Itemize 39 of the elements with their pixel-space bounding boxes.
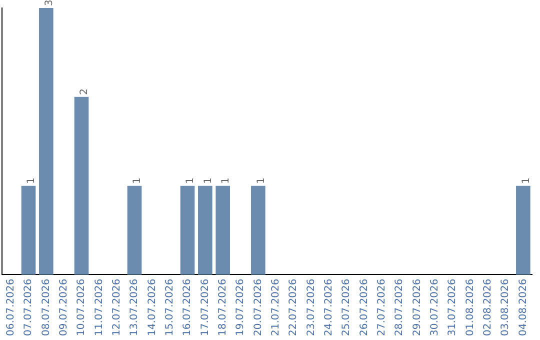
data-label: 2 bbox=[79, 88, 90, 95]
x-tick-label: 03.08.2026 bbox=[500, 278, 512, 336]
x-tick-label: 18.07.2026 bbox=[217, 278, 228, 336]
x-tick-label: 10.07.2026 bbox=[76, 278, 88, 336]
x-tick-label: 25.07.2026 bbox=[341, 278, 352, 336]
x-tick-label: 02.08.2026 bbox=[482, 278, 494, 336]
x-tick-label: 20.07.2026 bbox=[252, 278, 264, 336]
x-tick-label: 04.08.2026 bbox=[518, 278, 529, 336]
x-tick-label: 07.07.2026 bbox=[23, 278, 34, 336]
data-label: 1 bbox=[26, 177, 38, 184]
x-tick-label: 06.07.2026 bbox=[5, 278, 16, 336]
x-tick-label: 30.07.2026 bbox=[429, 278, 440, 336]
x-tick-label: 08.07.2026 bbox=[40, 278, 52, 336]
data-label: 3 bbox=[44, 0, 55, 6]
data-label: 1 bbox=[256, 177, 267, 184]
x-tick-label: 19.07.2026 bbox=[235, 278, 246, 336]
x-tick-label: 14.07.2026 bbox=[146, 278, 158, 336]
x-tick-label: 16.07.2026 bbox=[182, 278, 194, 336]
data-label: 1 bbox=[132, 177, 144, 184]
x-tick-label: 09.07.2026 bbox=[58, 278, 70, 336]
x-tick-label: 17.07.2026 bbox=[200, 278, 211, 336]
x-tick-label: 29.07.2026 bbox=[412, 278, 423, 336]
x-tick-label: 11.07.2026 bbox=[94, 278, 105, 336]
x-tick-label: 31.07.2026 bbox=[447, 278, 458, 336]
x-tick-label: 21.07.2026 bbox=[270, 278, 282, 336]
x-tick-label: 28.07.2026 bbox=[394, 278, 406, 336]
x-tick-label: 13.07.2026 bbox=[129, 278, 140, 336]
x-tick-label: 26.07.2026 bbox=[358, 278, 370, 336]
x-tick-label: 24.07.2026 bbox=[323, 278, 334, 336]
x-tick-label: 15.07.2026 bbox=[164, 278, 176, 336]
x-tick-label: 12.07.2026 bbox=[111, 278, 122, 336]
data-label: 1 bbox=[520, 177, 532, 184]
x-tick-label: 01.08.2026 bbox=[464, 278, 476, 336]
x-tick-label: 22.07.2026 bbox=[288, 278, 300, 336]
data-label: 1 bbox=[185, 177, 196, 184]
data-label: 1 bbox=[220, 177, 232, 184]
data-label: 1 bbox=[202, 177, 214, 184]
x-tick-label: 23.07.2026 bbox=[306, 278, 317, 336]
x-tick-label: 27.07.2026 bbox=[376, 278, 388, 336]
